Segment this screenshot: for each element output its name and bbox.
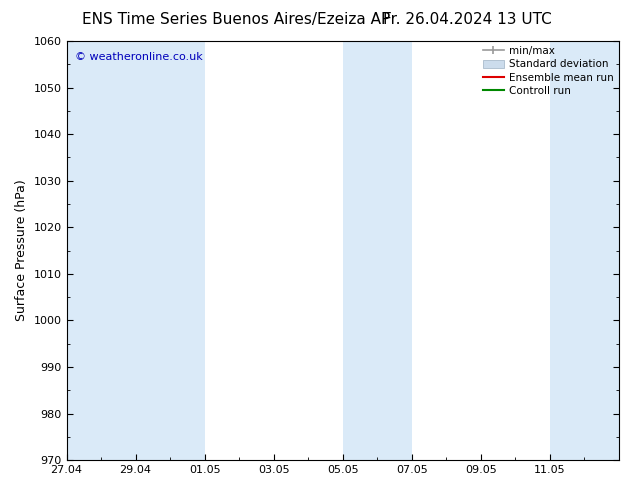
Text: Fr. 26.04.2024 13 UTC: Fr. 26.04.2024 13 UTC [383,12,552,27]
Bar [550,41,619,460]
Bar [136,41,205,460]
Text: ENS Time Series Buenos Aires/Ezeiza AP: ENS Time Series Buenos Aires/Ezeiza AP [82,12,391,27]
Legend: min/max, Standard deviation, Ensemble mean run, Controll run: min/max, Standard deviation, Ensemble me… [481,44,616,98]
Y-axis label: Surface Pressure (hPa): Surface Pressure (hPa) [15,180,28,321]
Bar [67,41,136,460]
Text: © weatheronline.co.uk: © weatheronline.co.uk [75,51,203,62]
Bar [343,41,412,460]
